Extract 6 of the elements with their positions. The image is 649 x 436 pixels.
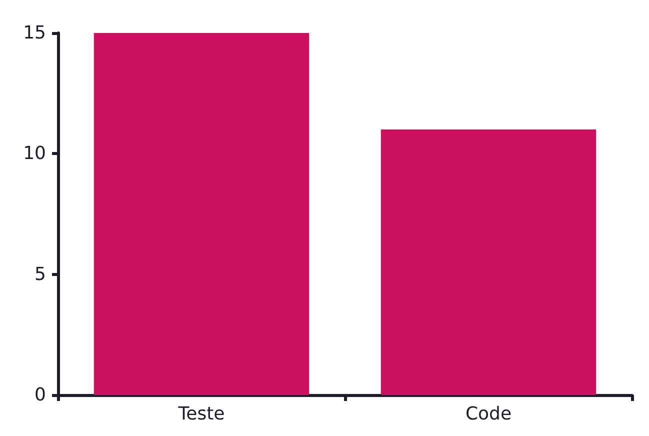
x-tick-label: Teste bbox=[177, 404, 225, 424]
y-tick-label: 0 bbox=[34, 384, 46, 406]
y-tick-label: 5 bbox=[34, 264, 46, 285]
y-tick-label: 10 bbox=[23, 143, 46, 164]
x-tick-label: Code bbox=[465, 404, 512, 424]
y-tick-label: 15 bbox=[23, 22, 46, 44]
